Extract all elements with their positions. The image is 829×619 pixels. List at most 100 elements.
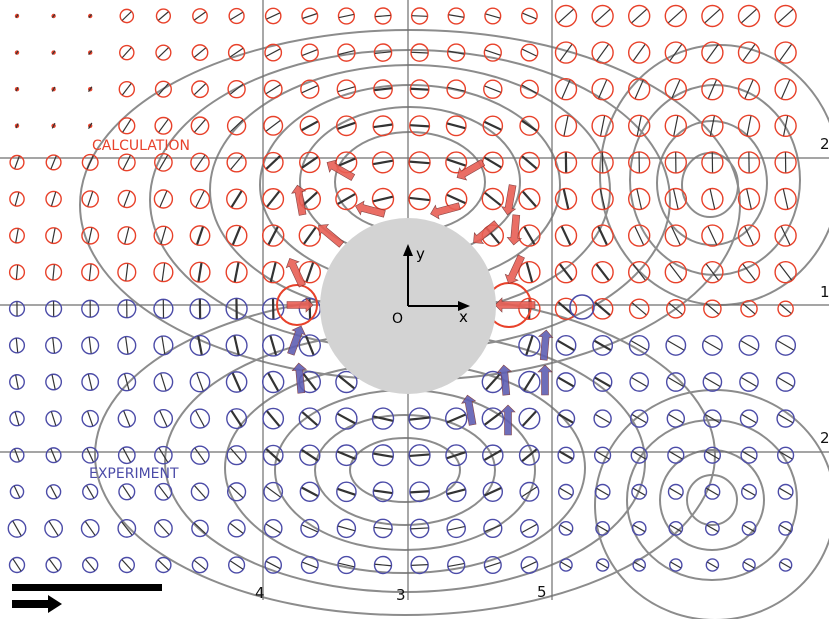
- experiment-glyph: [445, 407, 468, 430]
- contour-lower-2: [224, 362, 586, 574]
- calculation-glyph: [483, 79, 503, 99]
- experiment-glyph: [775, 372, 796, 392]
- experiment-glyph: [225, 297, 248, 320]
- experiment-glyph: [153, 518, 173, 538]
- experiment-glyph: [9, 410, 25, 427]
- calculation-glyph: [737, 151, 761, 174]
- calculation-label: CALCULATION: [92, 138, 190, 154]
- experiment-glyph: [481, 407, 504, 430]
- experiment-label: EXPERIMENT: [89, 466, 179, 482]
- calculation-glyph: [190, 152, 210, 173]
- calculation-glyph: [408, 151, 431, 174]
- experiment-glyph: [8, 556, 26, 574]
- calculation-glyph: [117, 226, 137, 246]
- calculation-glyph: [88, 13, 93, 19]
- calculation-glyph: [81, 153, 99, 171]
- calculation-glyph: [301, 7, 319, 25]
- experiment-glyph: [371, 407, 395, 430]
- experiment-glyph: [518, 334, 541, 357]
- experiment-glyph: [227, 519, 246, 538]
- calculation-arrow: [285, 258, 306, 288]
- experiment-arrow: [496, 364, 513, 396]
- experiment-glyph: [704, 483, 721, 500]
- experiment-glyph: [299, 444, 321, 466]
- field-glyphs: [7, 4, 797, 575]
- calculation-glyph: [155, 44, 172, 61]
- experiment-glyph: [556, 372, 576, 392]
- calculation-glyph: [446, 43, 466, 62]
- experiment-arrow: [291, 362, 308, 394]
- experiment-glyph: [81, 556, 99, 574]
- calculation-glyph: [264, 7, 282, 25]
- experiment-glyph: [45, 447, 62, 464]
- experiment-glyph: [410, 555, 429, 575]
- calculation-glyph: [591, 151, 614, 174]
- experiment-glyph: [190, 445, 210, 465]
- experiment-glyph: [373, 518, 393, 539]
- experiment-glyph: [117, 335, 137, 355]
- experiment-glyph: [631, 521, 647, 536]
- experiment-glyph: [336, 518, 357, 539]
- calculation-glyph: [262, 188, 285, 210]
- calculation-glyph: [481, 151, 504, 174]
- calculation-glyph: [774, 114, 797, 138]
- calculation-glyph: [45, 263, 63, 281]
- calculation-glyph: [153, 225, 174, 246]
- experiment-glyph: [593, 409, 612, 428]
- calculation-glyph: [737, 114, 761, 138]
- experiment-glyph: [153, 335, 174, 356]
- experiment-glyph: [262, 407, 285, 430]
- calculation-glyph: [519, 79, 539, 99]
- experiment-glyph: [483, 518, 503, 539]
- experiment-glyph: [81, 409, 99, 428]
- experiment-glyph: [629, 372, 650, 392]
- experiment-glyph: [408, 444, 431, 467]
- calculation-glyph: [554, 4, 578, 28]
- calculation-glyph: [664, 187, 687, 211]
- calculation-glyph: [81, 263, 100, 282]
- experiment-glyph: [298, 334, 321, 357]
- experiment-glyph: [335, 407, 358, 430]
- calculation-glyph: [777, 300, 794, 318]
- experiment-glyph: [300, 555, 319, 575]
- experiment-glyph: [117, 299, 137, 319]
- calculation-glyph: [226, 152, 247, 173]
- calculation-glyph: [554, 224, 578, 247]
- experiment-glyph: [592, 334, 614, 356]
- experiment-glyph: [262, 444, 284, 466]
- experiment-glyph: [776, 446, 795, 464]
- experiment-glyph: [519, 518, 539, 538]
- experiment-arrow: [287, 325, 306, 356]
- contour-lower-right-0: [594, 389, 829, 619]
- line-label-bottom-4: 4: [255, 584, 265, 602]
- calculation-glyph: [591, 187, 614, 211]
- experiment-glyph: [189, 371, 211, 393]
- calculation-glyph: [484, 7, 502, 25]
- experiment-glyph: [191, 519, 209, 538]
- experiment-glyph: [263, 481, 284, 502]
- calculation-glyph: [51, 122, 56, 129]
- experiment-glyph: [337, 555, 356, 575]
- calculation-glyph: [482, 115, 504, 137]
- calculation-glyph: [591, 261, 614, 284]
- experiment-glyph: [299, 481, 320, 502]
- calculation-glyph: [299, 115, 321, 137]
- calculation-glyph: [337, 7, 356, 25]
- calculation-glyph: [154, 80, 172, 98]
- calculation-glyph: [190, 116, 210, 136]
- calculation-glyph: [483, 43, 502, 62]
- experiment-glyph: [595, 558, 610, 572]
- experiment-glyph: [629, 409, 649, 428]
- calculation-glyph: [410, 43, 429, 62]
- calculation-arrow: [355, 200, 386, 218]
- calculation-arrow: [286, 297, 314, 313]
- calculation-glyph: [664, 261, 687, 284]
- calculation-glyph: [225, 224, 248, 247]
- calculation-glyph: [45, 227, 63, 245]
- experiment-glyph: [555, 334, 577, 356]
- calculation-glyph: [118, 117, 136, 135]
- near-field-arrows: [285, 159, 554, 436]
- calculation-glyph: [264, 43, 283, 62]
- calculation-glyph: [520, 7, 538, 25]
- calculation-glyph: [228, 7, 245, 25]
